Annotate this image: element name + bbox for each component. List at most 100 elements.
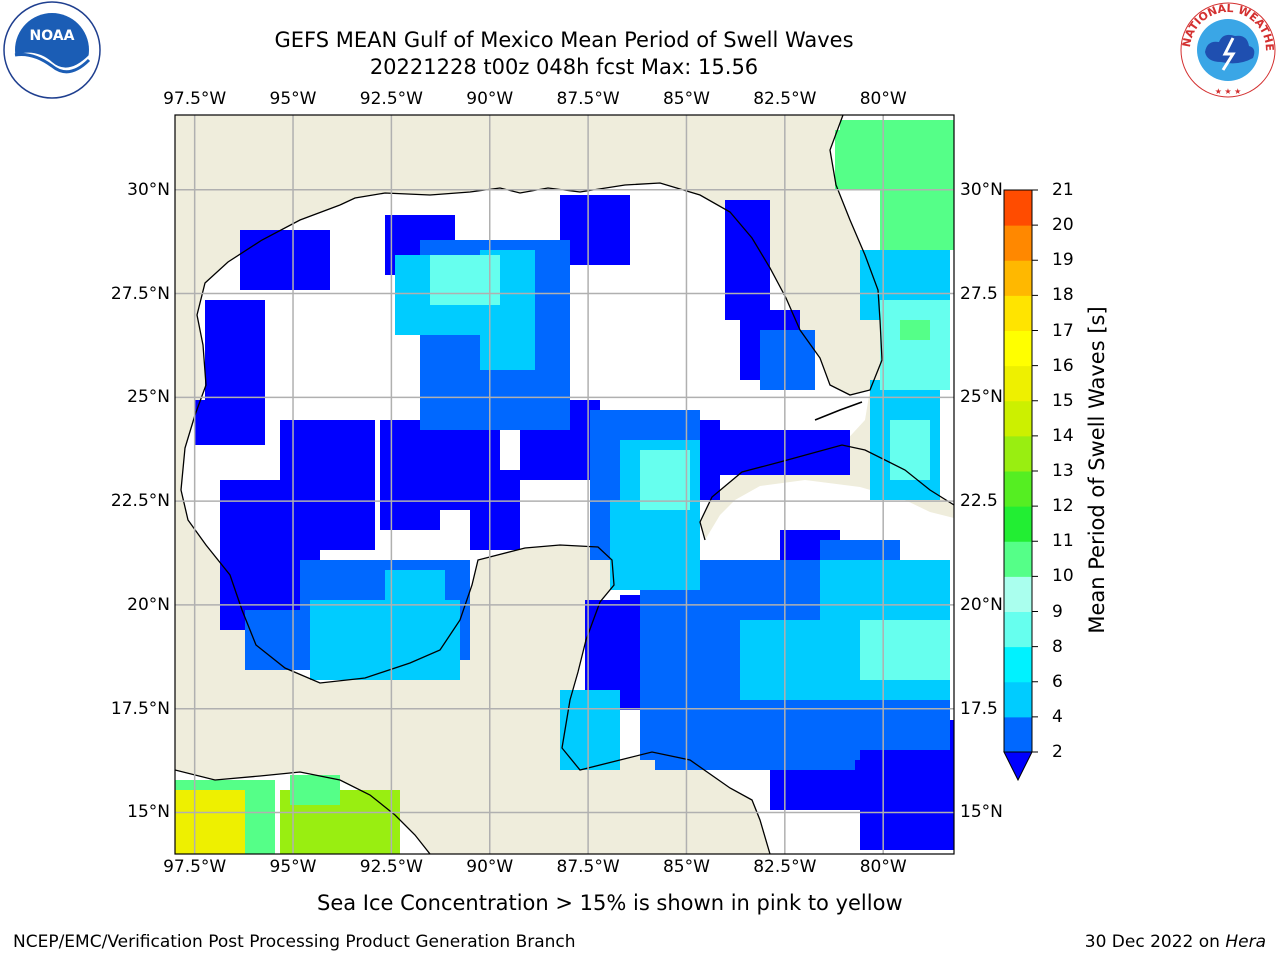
lon-tick-top: 85°W [662, 89, 710, 109]
colorbar-tick: 17 [1052, 320, 1074, 341]
colorbar-segment [1004, 576, 1032, 612]
colorbar-segment [1004, 330, 1032, 367]
colorbar-segment [1004, 506, 1032, 542]
colorbar-segment [1004, 400, 1032, 437]
lon-tick-bottom: 97.5°W [163, 857, 227, 877]
swell-cell [640, 450, 690, 510]
colorbar-segment [1004, 365, 1032, 402]
lon-tick-bottom: 82.5°W [753, 857, 817, 877]
colorbar-segment [1004, 225, 1032, 261]
nws-logo: NATIONAL WEATHER SERVICE ★ ★ ★ [1177, 0, 1276, 98]
lat-tick-left: 27.5°N [110, 283, 170, 304]
colorbar-tick: 8 [1052, 636, 1063, 657]
swell-cell [195, 400, 235, 445]
colorbar-under-arrow [1003, 751, 1033, 782]
colorbar-tick: 2 [1052, 742, 1063, 762]
footer-machine: Hera [1225, 932, 1266, 952]
footer-date: 30 Dec 2022 on Hera [1084, 932, 1266, 952]
cuba-coastline [699, 444, 954, 541]
lon-tick-bottom: 90°W [466, 857, 514, 877]
swell-cell [725, 200, 770, 320]
colorbar-tick: 10 [1052, 566, 1074, 587]
colorbar-segment [1004, 190, 1032, 226]
lon-tick-top: 82.5°W [753, 89, 817, 109]
swell-cell [560, 195, 630, 265]
lon-tick-top: 97.5°W [163, 89, 227, 109]
lat-tick-right: 17.5 [960, 698, 998, 719]
swell-cell [175, 790, 245, 854]
swell-cell [880, 300, 950, 390]
footer-credit: NCEP/EMC/Verification Post Processing Pr… [13, 932, 576, 952]
lon-tick-top: 90°W [466, 89, 514, 109]
colorbar-tick: 20 [1052, 215, 1074, 236]
swell-cell [610, 500, 700, 590]
colorbar-segment [1004, 295, 1032, 331]
colorbar-segment [1004, 471, 1032, 507]
lat-tick-left: 15°N [127, 802, 170, 823]
colorbar-tick: 21 [1052, 180, 1074, 200]
swell-cell [560, 690, 620, 770]
gulf-coastline [180, 204, 771, 854]
lat-tick-right: 27.5 [960, 283, 998, 304]
colorbar-tick: 14 [1052, 425, 1074, 446]
colorbar-label: Mean Period of Swell Waves [s] [1085, 306, 1109, 634]
map-subtitle: 20221228 t00z 048h fcst Max: 15.56 [369, 55, 759, 79]
swell-cell [700, 430, 850, 475]
swell-cell [760, 330, 815, 390]
swell-cell [430, 255, 500, 305]
lon-tick-top: 80°W [859, 89, 907, 109]
swell-cell [240, 230, 330, 290]
colorbar-segment [1004, 611, 1032, 648]
colorbar-tick: 9 [1052, 601, 1063, 622]
map-title: GEFS MEAN Gulf of Mexico Mean Period of … [274, 28, 854, 52]
keys [814, 401, 863, 421]
swell-cell [470, 470, 520, 550]
svg-text:★ ★ ★: ★ ★ ★ [1215, 87, 1242, 96]
lon-tick-bottom: 95°W [269, 857, 317, 877]
colorbar-tick: 11 [1052, 531, 1074, 552]
lat-tick-right: 15°N [960, 802, 1003, 823]
pacific-coastline [175, 769, 431, 854]
swell-cell [900, 320, 930, 340]
lon-tick-top: 87.5°W [556, 89, 620, 109]
colorbar-tick: 6 [1052, 671, 1063, 692]
map-frame [174, 114, 955, 855]
lon-tick-bottom: 80°W [859, 857, 907, 877]
colorbar-tick: 18 [1052, 285, 1074, 306]
lon-tick-bottom: 92.5°W [359, 857, 423, 877]
lat-tick-left: 30°N [127, 179, 170, 200]
noaa-logo: NOAA [3, 1, 101, 99]
lon-tick-bottom: 85°W [662, 857, 710, 877]
colorbar-tick: 16 [1052, 355, 1074, 376]
colorbar-tick: 15 [1052, 390, 1074, 411]
lat-tick-right: 20°N [960, 594, 1003, 615]
lat-tick-right: 30°N [960, 179, 1003, 200]
colorbar-tick: 19 [1052, 250, 1074, 271]
lon-tick-top: 95°W [269, 89, 317, 109]
colorbar-tick: 12 [1052, 496, 1074, 517]
colorbar-segment [1004, 646, 1032, 683]
lat-tick-left: 20°N [127, 594, 170, 615]
lat-tick-left: 22.5°N [110, 491, 170, 512]
lon-tick-bottom: 87.5°W [556, 857, 620, 877]
sea-ice-note: Sea Ice Concentration > 15% is shown in … [317, 891, 903, 915]
colorbar-segment [1004, 435, 1032, 472]
svg-text:NOAA: NOAA [30, 28, 75, 44]
lat-tick-right: 25°N [960, 387, 1003, 408]
colorbar-segment [1004, 681, 1032, 718]
colorbar-segment [1004, 716, 1032, 753]
swell-cell [835, 130, 875, 190]
swell-cell [290, 775, 340, 805]
lon-tick-top: 92.5°W [359, 89, 423, 109]
colorbar-segment [1004, 260, 1032, 296]
lat-tick-left: 25°N [127, 387, 170, 408]
swell-cell [655, 690, 855, 770]
swell-cell [280, 420, 375, 550]
colorbar-tick: 13 [1052, 461, 1074, 481]
swell-cell [880, 190, 954, 250]
swell-cell [860, 620, 950, 680]
colorbar-tick: 4 [1052, 706, 1063, 727]
swell-cell [890, 420, 930, 480]
lat-tick-right: 22.5 [960, 491, 998, 512]
